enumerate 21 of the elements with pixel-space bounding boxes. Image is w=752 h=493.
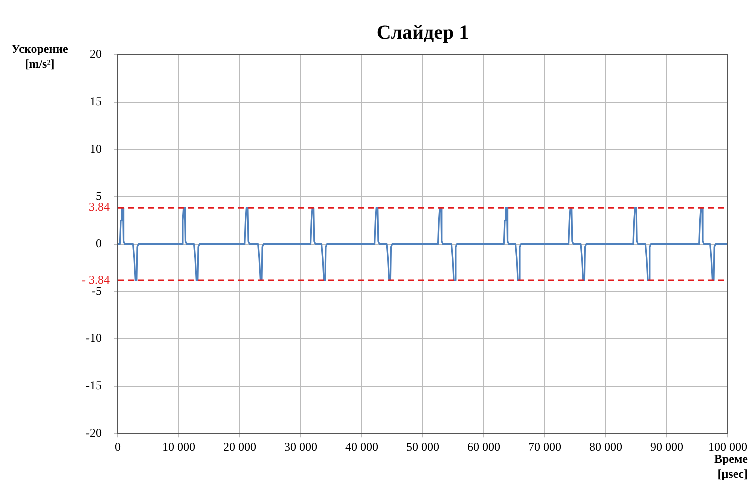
y-axis-title: Ускорение [m/s²] (12, 42, 70, 72)
chart-title: Слайдер 1 (376, 22, 470, 44)
y-tick-label: -15 (86, 378, 102, 392)
x-tick-label: 10 000 (162, 440, 196, 454)
x-tick-label: 80 000 (590, 440, 622, 454)
y-tick-label: -10 (86, 331, 102, 346)
y-tick-label: 20 (90, 47, 102, 62)
x-tick-label: 20 000 (223, 440, 256, 454)
x-tick-label: 30 000 (284, 440, 318, 454)
x-tick-label: 100 000 (708, 440, 748, 454)
y-tick-label: 10 (90, 142, 102, 156)
x-tick-label: 0 (114, 440, 121, 454)
x-tick-label: 90 000 (650, 440, 684, 454)
y-tick-label: -20 (86, 426, 102, 440)
y-tick-label: 0 (96, 236, 102, 250)
y-tick-label: 15 (90, 94, 102, 108)
x-tick-label: 70 000 (528, 440, 562, 454)
x-tick-label: 60 000 (468, 440, 500, 454)
x-tick-label: 50 000 (406, 440, 440, 454)
x-tick-label: 40 000 (346, 440, 378, 454)
x-axis-title: Време [µsec] (714, 452, 749, 482)
